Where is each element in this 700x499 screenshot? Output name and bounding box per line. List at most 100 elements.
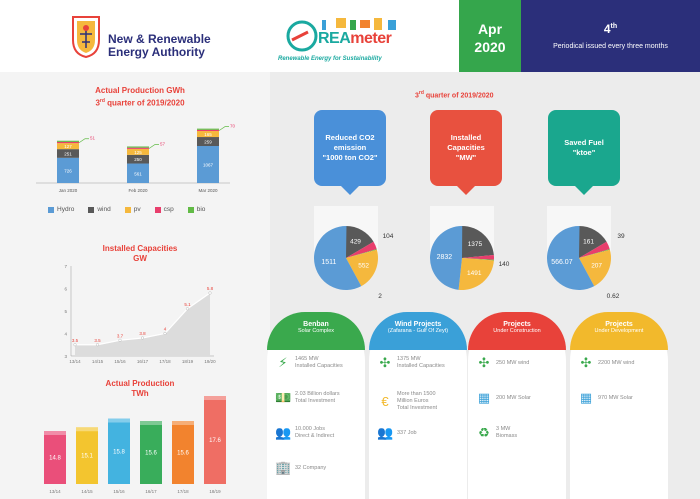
twh-category-label: 13/14	[49, 489, 61, 494]
org-name-line1: New & Renewable	[108, 32, 211, 46]
callout-text: Reduced CO2	[325, 133, 375, 142]
project-item-line2: Direct & Indirect	[295, 433, 335, 439]
gwh-top-label: 57	[160, 141, 166, 146]
twh-bar-top	[172, 421, 194, 425]
pie-value-label: 566.07	[551, 259, 573, 266]
gwh-bar-segment	[127, 147, 149, 149]
twh-category-label: 18/19	[209, 489, 221, 494]
gw-point	[185, 307, 189, 311]
gwh-bar-stack: 561 250 125 57 Feb 2020	[127, 141, 166, 193]
twh-bar-group: 14.8 13/14	[44, 431, 66, 494]
gwh-bar-segment	[127, 154, 149, 164]
callout-text: "ktoe"	[572, 148, 596, 157]
callout-box: Reduced CO2 emission "1000 ton CO2"	[314, 110, 386, 186]
pie-value-label: 552	[358, 263, 369, 270]
solar-panel-icon: ▦	[579, 390, 593, 405]
pie-slice	[579, 226, 607, 258]
solar-panel-icon: ▦	[477, 390, 491, 405]
gwh-leader-line	[218, 126, 229, 131]
project-item-line3: Total Investment	[397, 405, 438, 411]
gwh-bar-segment	[127, 148, 149, 155]
callout-arrow	[340, 185, 360, 195]
gw-value-label: 3.8	[139, 331, 146, 336]
project-card-header: Wind Projects (Zafarana - Gulf Of Zeyt)	[369, 312, 467, 350]
pie-slice	[462, 258, 494, 261]
lightning-icon: ⚡	[278, 355, 288, 370]
legend-swatch	[154, 206, 161, 213]
project-subtitle: Solar Complex	[297, 328, 335, 334]
gw-xtick: 18/19	[182, 359, 194, 364]
project-card-header: Projects Under Construction	[468, 312, 566, 350]
twh-bar	[140, 421, 162, 484]
issue-info: 4th Periodical issued every three months	[521, 0, 700, 72]
project-item-line1: 2200 MW wind	[598, 359, 635, 366]
legend-label: wind	[97, 206, 111, 213]
twh-bar	[108, 418, 130, 484]
twh-bar-top	[204, 396, 226, 400]
twh-bar-group: 17.6 18/19	[204, 396, 226, 494]
project-subtitle: Under Construction	[493, 328, 541, 334]
gw-value-label: 5.1	[184, 302, 191, 307]
project-title: Projects	[605, 321, 633, 328]
legend-swatch	[187, 206, 194, 213]
quarter-label: 3rd quarter of 2019/2020	[415, 90, 494, 100]
callout-text: Installed	[450, 133, 482, 142]
twh-bar-group: 15.8 15/16	[108, 418, 130, 494]
issue-year: 2020	[474, 39, 506, 55]
project-item: ✣ 1375 MW Installed Capacities	[377, 356, 445, 370]
gwh-segment-label: 561	[134, 171, 142, 176]
twh-category-label: 17/18	[177, 489, 189, 494]
gw-point	[118, 338, 122, 342]
pie-slice	[458, 258, 494, 290]
pie-slice	[314, 226, 362, 290]
pie-slice	[579, 249, 610, 258]
twh-bar-group: 15.6 16/17	[140, 421, 162, 494]
pie-chart: 1511 429 552 104 2	[314, 206, 394, 300]
gw-ytick: 3	[64, 354, 67, 359]
project-title: Wind Projects	[394, 321, 442, 328]
gwh-bar-segment	[57, 143, 79, 150]
production-twh-chart: 14.813/1415.114/1515.815/1615.616/1715.6…	[44, 396, 226, 494]
pie-value-label: 39	[617, 233, 625, 240]
legend-item: bio	[187, 206, 206, 213]
pie-value-label: 2832	[437, 254, 453, 261]
callout-text: Capacities	[447, 143, 485, 152]
project-subtitle: (Zafarana - Gulf Of Zeyt)	[387, 328, 449, 334]
biomass-icon: ♻	[478, 425, 490, 440]
pie-slice	[346, 249, 377, 258]
project-item-line1: 1375 MW	[397, 356, 421, 362]
project-item: 🏢 32 Company	[275, 461, 326, 475]
gw-xtick: 16/17	[137, 359, 149, 364]
twh-bar-top	[44, 431, 66, 435]
capacities-gw-title: Installed Capacities GW	[102, 244, 178, 263]
gwh-bar-stack: 726 251 127 51 Jan 2020	[57, 136, 96, 193]
reameter-logo-icon	[286, 18, 396, 52]
rea-suffix: meter	[350, 30, 392, 47]
gw-point	[163, 331, 167, 335]
gwh-bar-segment	[197, 131, 219, 138]
pie-slice	[462, 255, 494, 260]
legend-swatch	[88, 206, 95, 213]
gwh-segment-label: 251	[64, 151, 72, 156]
issue-number: 4th	[603, 22, 618, 36]
twh-value-label: 15.1	[81, 454, 93, 460]
gw-xtick: 13/14	[69, 359, 81, 364]
project-item: ⚡ 1465 MW Installed Capacities	[275, 355, 342, 370]
gwh-segment-label: 259	[204, 140, 212, 145]
callout-arrow	[574, 185, 594, 195]
gw-xtick: 17/18	[159, 359, 171, 364]
twh-value-label: 15.6	[145, 451, 157, 457]
twh-value-label: 15.8	[113, 449, 125, 455]
twh-category-label: 15/16	[113, 489, 125, 494]
gw-value-label: 5.8	[207, 286, 214, 291]
legend-label: bio	[196, 206, 206, 213]
callout-box: Installed Capacities "MW"	[430, 110, 502, 186]
gwh-bar-segment	[197, 146, 219, 183]
project-item-line1: 2.03 Billion dollars	[295, 391, 340, 397]
capacities-gw-chart: 3 4 5 6 7 3.5 13/14 3.5 14/15 3.7 15/16 3.8 16/17 4 17…	[64, 264, 216, 364]
gwh-segment-label: 250	[134, 157, 142, 162]
project-card: Wind Projects (Zafarana - Gulf Of Zeyt) ✣ 1…	[369, 312, 467, 499]
legend-swatch	[48, 206, 54, 213]
gwh-segment-label: 165	[204, 132, 212, 137]
gw-ytick: 7	[64, 264, 67, 269]
